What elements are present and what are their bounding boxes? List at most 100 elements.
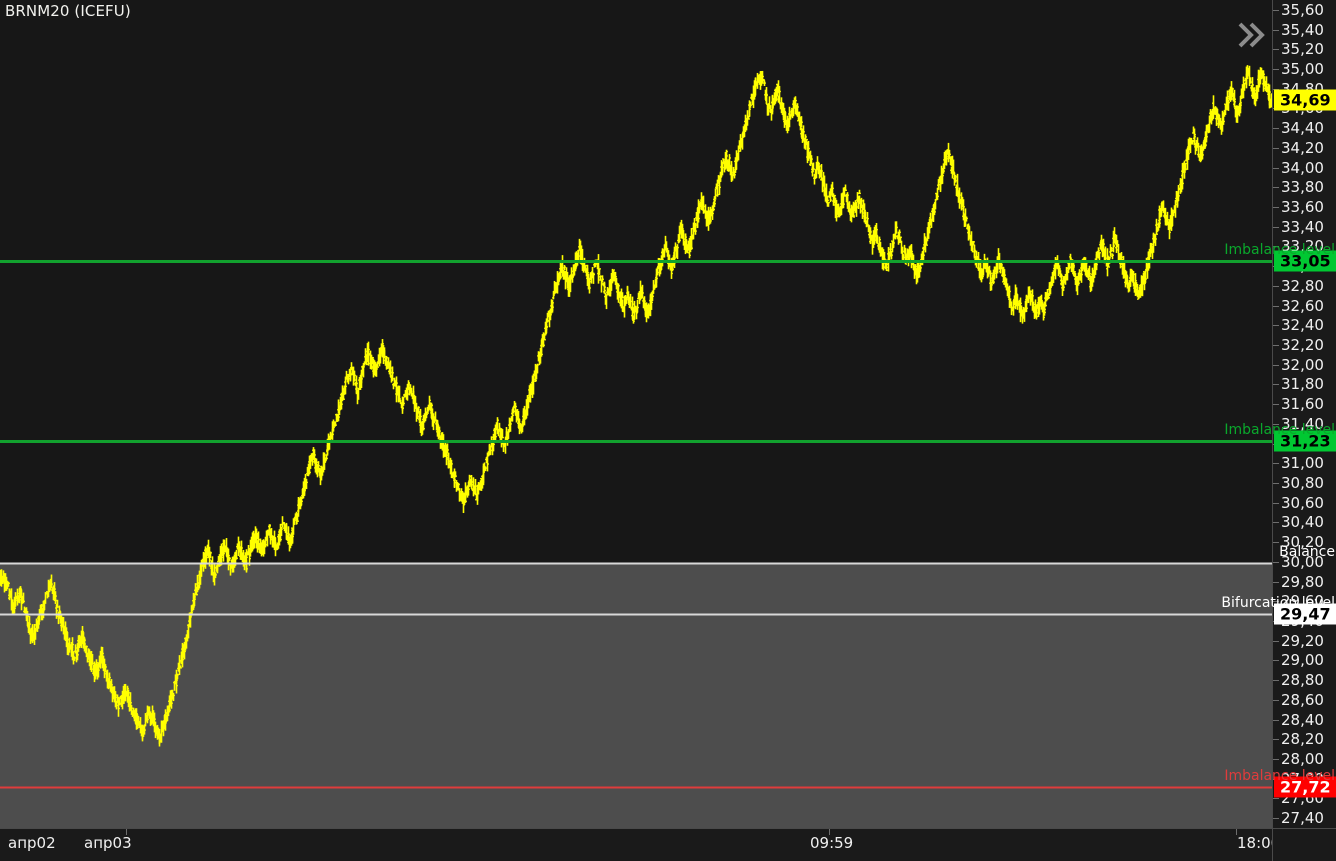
price-tick-mark bbox=[1273, 325, 1279, 327]
time-tick-mark bbox=[1236, 829, 1237, 835]
price-tick-label: 29,80 bbox=[1281, 572, 1324, 591]
price-tick-label: 35,40 bbox=[1281, 20, 1324, 39]
price-tick: 28,60 bbox=[1273, 691, 1336, 709]
price-tick-mark bbox=[1273, 384, 1279, 386]
bifurcation-badge[interactable]: 29,47 bbox=[1274, 603, 1336, 625]
price-tick-mark bbox=[1273, 463, 1279, 465]
price-tick-mark bbox=[1273, 561, 1279, 563]
last-price-badge[interactable]: 34,69 bbox=[1274, 89, 1336, 111]
price-tick-label: 31,60 bbox=[1281, 395, 1324, 414]
price-tick-label: 29,00 bbox=[1281, 651, 1324, 670]
price-tick-mark bbox=[1273, 305, 1279, 307]
price-tick-mark bbox=[1273, 818, 1279, 820]
price-tick-label: 32,80 bbox=[1281, 276, 1324, 295]
price-tick-label: 31,00 bbox=[1281, 454, 1324, 473]
price-tick: 30,80 bbox=[1273, 474, 1336, 492]
price-tick: 28,00 bbox=[1273, 750, 1336, 768]
price-tick: 31,40 bbox=[1273, 415, 1336, 433]
price-tick-label: 30,60 bbox=[1281, 493, 1324, 512]
price-tick-mark bbox=[1273, 147, 1279, 149]
price-tick: 27,60 bbox=[1273, 789, 1336, 807]
price-tick-mark bbox=[1273, 246, 1279, 248]
double-chevron-right-icon[interactable] bbox=[1234, 17, 1268, 53]
balance-level-label: Balance bbox=[1279, 543, 1335, 560]
axis-corner bbox=[1272, 828, 1336, 861]
price-tick-label: 34,20 bbox=[1281, 138, 1324, 157]
price-tick: 28,40 bbox=[1273, 711, 1336, 729]
imbalance-level-lower-label: Imbalance level bbox=[1224, 767, 1335, 784]
imbalance-level-mid-label: Imbalance level bbox=[1224, 421, 1335, 438]
level-lines-group bbox=[0, 260, 1272, 789]
price-tick-label: 28,40 bbox=[1281, 710, 1324, 729]
price-tick-mark bbox=[1273, 69, 1279, 70]
price-tick: 33,40 bbox=[1273, 218, 1336, 236]
time-tick-mark bbox=[829, 829, 830, 835]
price-tick: 31,80 bbox=[1273, 375, 1336, 393]
price-tick-mark bbox=[1273, 522, 1279, 524]
price-tick: 31,00 bbox=[1273, 454, 1336, 472]
chart-plot-area[interactable] bbox=[0, 0, 1272, 828]
price-tick: 29,80 bbox=[1273, 573, 1336, 591]
price-tick-label: 31,40 bbox=[1281, 414, 1324, 433]
price-tick-label: 27,40 bbox=[1281, 809, 1324, 828]
zone-shading-group bbox=[0, 562, 1272, 828]
price-tick-mark bbox=[1273, 759, 1279, 760]
price-tick-mark bbox=[1273, 739, 1279, 741]
imbalance-mid-badge[interactable]: 31,23 bbox=[1274, 430, 1336, 452]
price-tick-mark bbox=[1273, 404, 1279, 406]
price-tick: 28,80 bbox=[1273, 671, 1336, 689]
price-tick-mark bbox=[1273, 719, 1279, 721]
price-tick-mark bbox=[1273, 49, 1279, 51]
price-tick-mark bbox=[1273, 207, 1279, 208]
price-tick-mark bbox=[1273, 187, 1279, 189]
imbalance-upper-badge[interactable]: 33,05 bbox=[1274, 250, 1336, 272]
price-tick: 33,60 bbox=[1273, 198, 1336, 216]
price-tick-label: 28,60 bbox=[1281, 690, 1324, 709]
price-tick: 32,80 bbox=[1273, 277, 1336, 295]
price-tick: 33,80 bbox=[1273, 178, 1336, 196]
price-tick-mark bbox=[1273, 285, 1279, 287]
price-tick-label: 32,00 bbox=[1281, 355, 1324, 374]
price-tick: 29,00 bbox=[1273, 651, 1336, 669]
price-tick-label: 32,40 bbox=[1281, 316, 1324, 335]
price-tick: 35,60 bbox=[1273, 1, 1336, 19]
price-tick-label: 28,80 bbox=[1281, 671, 1324, 690]
time-tick-mark bbox=[126, 829, 127, 835]
price-tick: 29,20 bbox=[1273, 632, 1336, 650]
price-tick: 32,60 bbox=[1273, 297, 1336, 315]
price-tick-mark bbox=[1273, 226, 1279, 228]
price-tick-mark bbox=[1273, 542, 1279, 544]
price-tick: 30,20 bbox=[1273, 533, 1336, 551]
instrument-title: BRNM20 (ICEFU) bbox=[5, 2, 131, 20]
price-tick: 31,60 bbox=[1273, 395, 1336, 413]
time-tick-label: апр02 bbox=[8, 834, 56, 852]
price-tick: 34,00 bbox=[1273, 159, 1336, 177]
imbalance-lower-badge[interactable]: 27,72 bbox=[1274, 776, 1336, 798]
time-axis[interactable]: апр02 апр03 09:59 18:00 bbox=[0, 828, 1272, 861]
price-tick-label: 30,00 bbox=[1281, 552, 1324, 571]
price-tick-mark bbox=[1273, 29, 1279, 31]
price-tick-label: 33,40 bbox=[1281, 217, 1324, 236]
balance-zone bbox=[0, 562, 1272, 828]
price-tick-label: 33,80 bbox=[1281, 178, 1324, 197]
price-tick: 35,40 bbox=[1273, 21, 1336, 39]
price-tick: 30,40 bbox=[1273, 513, 1336, 531]
price-tick-label: 33,60 bbox=[1281, 198, 1324, 216]
price-tick-mark bbox=[1273, 502, 1279, 504]
price-tick-mark bbox=[1273, 9, 1279, 11]
ohlc-bars-group bbox=[0, 65, 1272, 747]
price-tick-mark bbox=[1273, 128, 1279, 130]
price-tick: 35,20 bbox=[1273, 40, 1336, 58]
price-axis[interactable]: 35,6035,4035,2035,0034,8034,6034,4034,20… bbox=[1272, 0, 1336, 861]
price-tick-label: 28,20 bbox=[1281, 730, 1324, 749]
price-tick-label: 35,60 bbox=[1281, 0, 1324, 19]
price-tick-label: 32,20 bbox=[1281, 336, 1324, 354]
price-tick-mark bbox=[1273, 601, 1279, 603]
price-tick-mark bbox=[1273, 483, 1279, 484]
price-tick-label: 35,00 bbox=[1281, 60, 1324, 78]
price-tick: 32,00 bbox=[1273, 356, 1336, 374]
price-tick-label: 32,60 bbox=[1281, 296, 1324, 315]
price-series-svg bbox=[0, 65, 1272, 828]
price-tick-label: 28,00 bbox=[1281, 750, 1324, 768]
price-tick-mark bbox=[1273, 660, 1279, 662]
